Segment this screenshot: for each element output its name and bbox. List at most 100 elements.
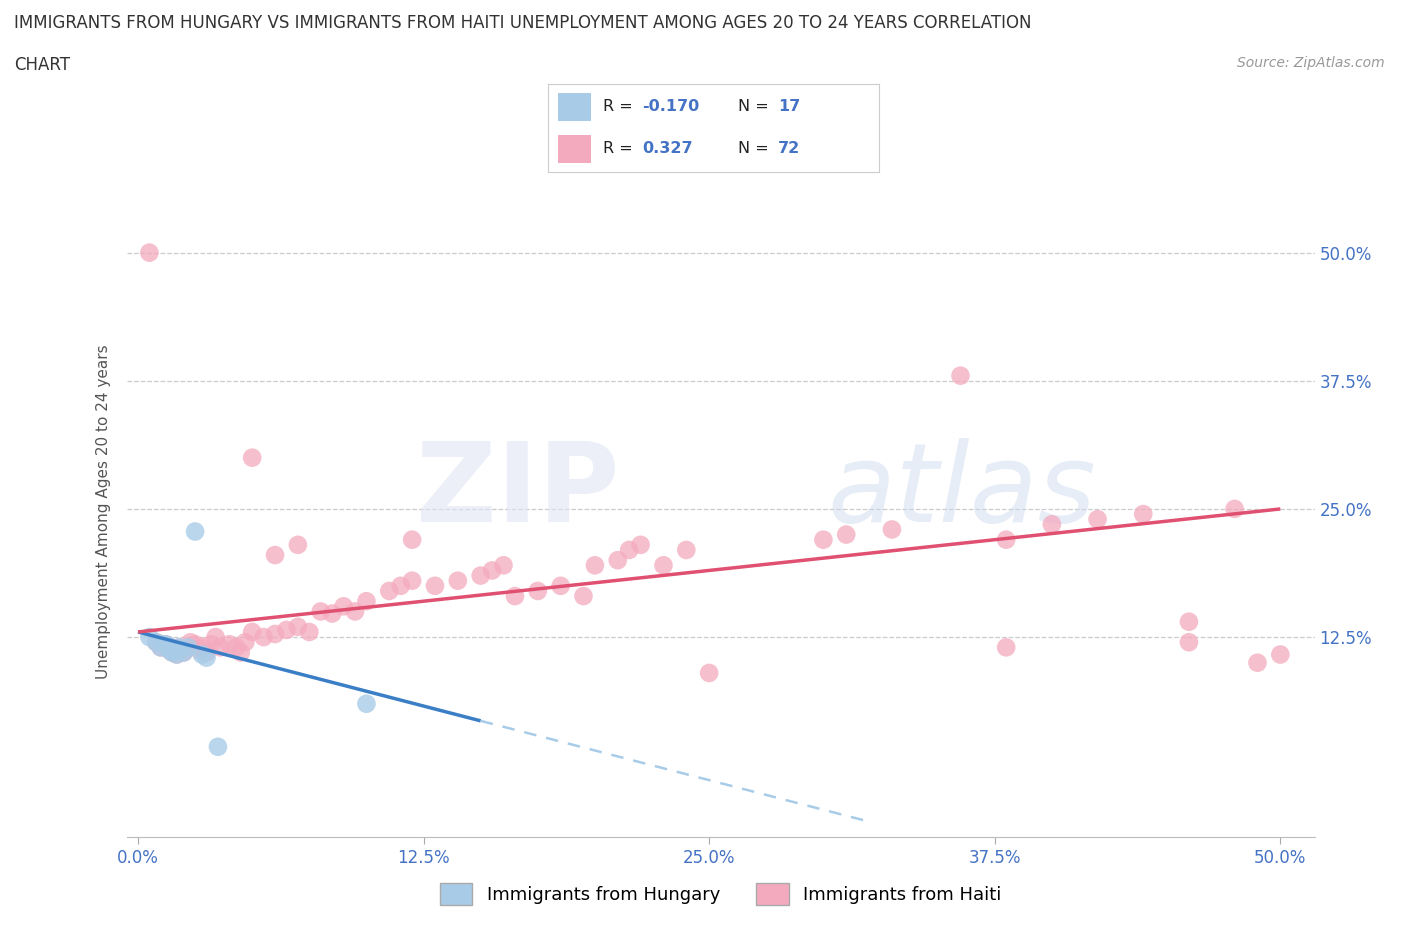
Point xyxy=(697,666,720,681)
Point xyxy=(606,552,628,567)
Text: CHART: CHART xyxy=(14,56,70,73)
Point xyxy=(309,604,332,618)
Point xyxy=(264,548,287,563)
Point xyxy=(630,538,652,552)
Text: 17: 17 xyxy=(778,99,800,113)
Point xyxy=(191,640,214,655)
Point xyxy=(225,640,247,655)
Point xyxy=(1178,615,1201,630)
Point xyxy=(995,532,1018,547)
Point xyxy=(995,640,1018,655)
Point xyxy=(298,625,321,640)
Point xyxy=(184,524,207,538)
Point xyxy=(343,604,366,618)
Text: R =: R = xyxy=(603,99,638,113)
Point xyxy=(173,645,195,660)
Point xyxy=(191,647,214,662)
Point xyxy=(209,640,232,655)
Point xyxy=(138,630,160,644)
FancyBboxPatch shape xyxy=(558,135,592,164)
Point xyxy=(423,578,446,593)
Point xyxy=(167,640,190,655)
Point xyxy=(583,558,606,573)
Point xyxy=(166,647,188,662)
Point xyxy=(145,635,167,650)
Point xyxy=(550,578,572,593)
Point xyxy=(188,643,211,658)
Point xyxy=(162,645,183,660)
Point xyxy=(470,568,492,583)
Point xyxy=(167,640,190,655)
Point xyxy=(240,625,263,640)
Text: atlas: atlas xyxy=(828,438,1097,546)
Point xyxy=(177,640,200,655)
Point xyxy=(159,643,181,658)
Point xyxy=(287,619,309,634)
Point xyxy=(356,593,378,608)
Point xyxy=(179,635,202,650)
Point xyxy=(526,583,548,598)
Point xyxy=(401,532,423,547)
Point xyxy=(492,558,515,573)
Point xyxy=(162,645,183,660)
Point xyxy=(1178,635,1201,650)
Point xyxy=(675,542,697,557)
Point xyxy=(233,635,256,650)
Text: ZIP: ZIP xyxy=(416,438,620,546)
Point xyxy=(949,368,972,383)
Legend: Immigrants from Hungary, Immigrants from Haiti: Immigrants from Hungary, Immigrants from… xyxy=(433,876,1008,912)
Point xyxy=(138,246,160,260)
Point xyxy=(163,642,186,657)
Point xyxy=(481,563,503,578)
Text: -0.170: -0.170 xyxy=(643,99,700,113)
Point xyxy=(287,538,309,552)
Point xyxy=(1223,501,1246,516)
Point xyxy=(163,642,186,657)
Text: N =: N = xyxy=(738,141,775,156)
Point xyxy=(253,630,276,644)
Point xyxy=(195,645,218,660)
Point xyxy=(835,527,858,542)
Point xyxy=(503,589,526,604)
Point xyxy=(378,583,401,598)
Text: Source: ZipAtlas.com: Source: ZipAtlas.com xyxy=(1237,56,1385,70)
Point xyxy=(218,637,240,652)
Point xyxy=(149,640,172,655)
Point xyxy=(145,635,167,650)
Text: R =: R = xyxy=(603,141,638,156)
Point xyxy=(195,650,218,665)
Point xyxy=(204,630,226,644)
Point xyxy=(173,645,195,660)
Point xyxy=(321,606,343,621)
Point xyxy=(184,637,207,652)
Point xyxy=(572,589,595,604)
Point xyxy=(155,637,177,652)
Y-axis label: Unemployment Among Ages 20 to 24 years: Unemployment Among Ages 20 to 24 years xyxy=(96,344,111,679)
Point xyxy=(166,647,188,662)
Point xyxy=(1040,517,1063,532)
Point xyxy=(1270,647,1292,662)
Point xyxy=(200,637,222,652)
Point xyxy=(332,599,354,614)
Point xyxy=(1087,512,1109,526)
Text: N =: N = xyxy=(738,99,775,113)
Point xyxy=(356,697,378,711)
Text: 0.327: 0.327 xyxy=(643,141,693,156)
Text: IMMIGRANTS FROM HUNGARY VS IMMIGRANTS FROM HAITI UNEMPLOYMENT AMONG AGES 20 TO 2: IMMIGRANTS FROM HUNGARY VS IMMIGRANTS FR… xyxy=(14,14,1032,32)
Point xyxy=(229,645,252,660)
Point xyxy=(389,578,412,593)
Point xyxy=(652,558,675,573)
Point xyxy=(149,640,172,655)
Text: 72: 72 xyxy=(778,141,800,156)
Point xyxy=(813,532,835,547)
Point xyxy=(156,638,179,653)
Point xyxy=(155,637,177,652)
Point xyxy=(156,638,179,653)
Point xyxy=(177,640,200,655)
Point xyxy=(276,622,298,637)
Point xyxy=(1132,507,1154,522)
Point xyxy=(880,522,903,537)
Point xyxy=(619,542,641,557)
Point xyxy=(1246,656,1268,671)
Point xyxy=(264,627,287,642)
